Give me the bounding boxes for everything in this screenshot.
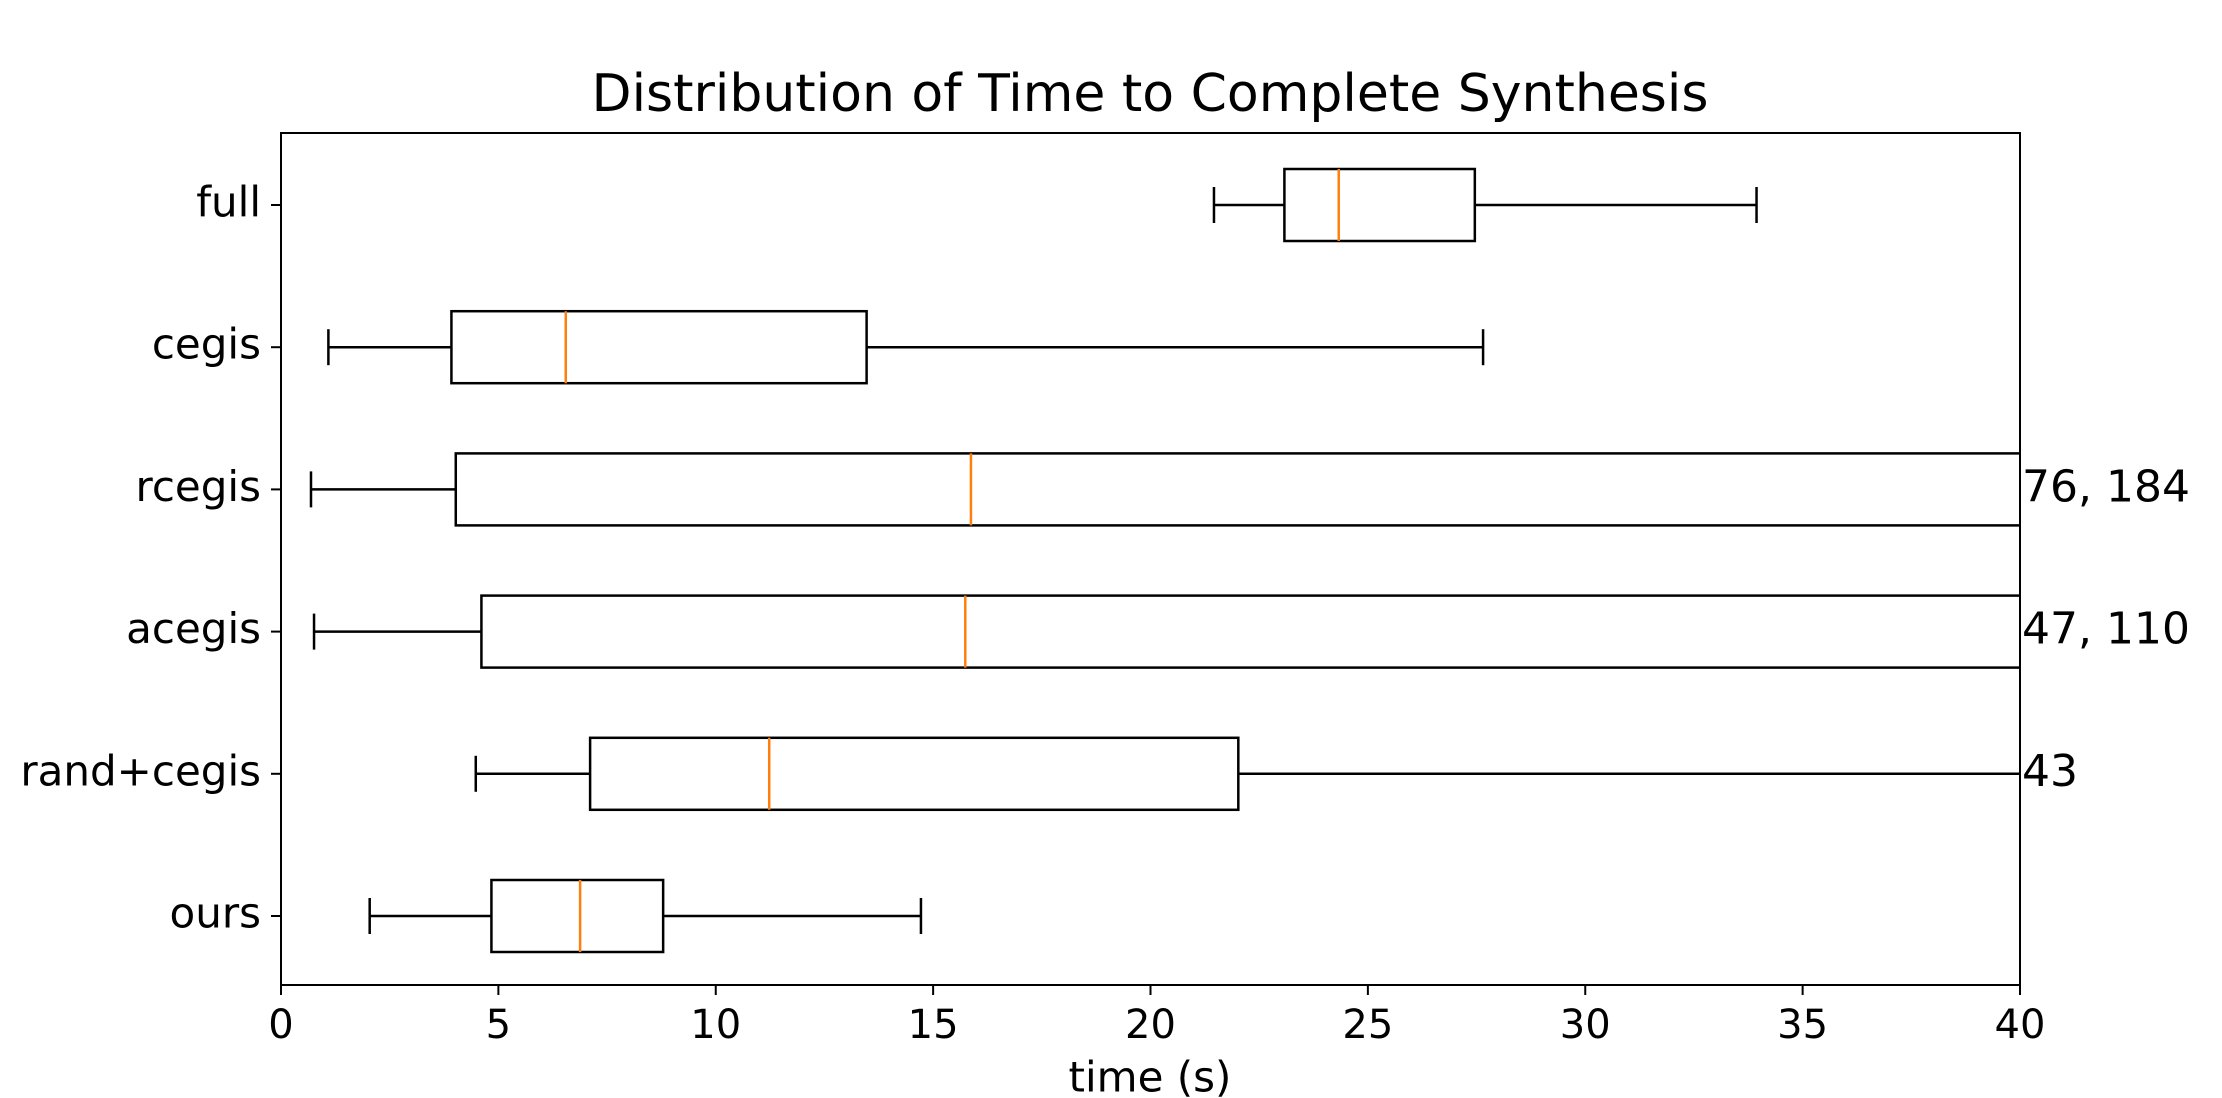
box: [450, 309, 868, 385]
y-tick-label: cegis: [152, 320, 261, 369]
x-tick-label: 10: [690, 1002, 741, 1048]
box: [480, 594, 2020, 669]
x-tick-label: 0: [268, 1002, 293, 1048]
x-tick-label: 30: [1560, 1002, 1611, 1048]
x-tick-label: 40: [1995, 1002, 2046, 1048]
y-tick-label: rcegis: [136, 462, 262, 511]
x-tick-label: 5: [486, 1002, 511, 1048]
x-tick-label: 20: [1125, 1002, 1176, 1048]
x-tick-label: 15: [908, 1002, 959, 1048]
box: [588, 736, 1240, 812]
plot-area: [309, 167, 2020, 954]
y-tick-label: ours: [170, 889, 261, 938]
offscale-label: 76, 184: [2022, 461, 2190, 512]
x-tick-label: 25: [1342, 1002, 1393, 1048]
plot-frame: [280, 132, 2021, 986]
y-tick-label: acegis: [126, 604, 261, 653]
offscale-label: 43: [2022, 746, 2078, 797]
x-axis-label: time (s): [1069, 1053, 1232, 1098]
box: [490, 878, 665, 954]
box: [1283, 167, 1477, 243]
box: [454, 452, 2020, 527]
y-tick-label: rand+cegis: [20, 746, 261, 795]
x-tick-label: 35: [1777, 1002, 1828, 1048]
chart-title: Distribution of Time to Complete Synthes…: [592, 64, 1709, 124]
offscale-label: 47, 110: [2022, 604, 2190, 655]
y-tick-label: full: [196, 178, 261, 227]
